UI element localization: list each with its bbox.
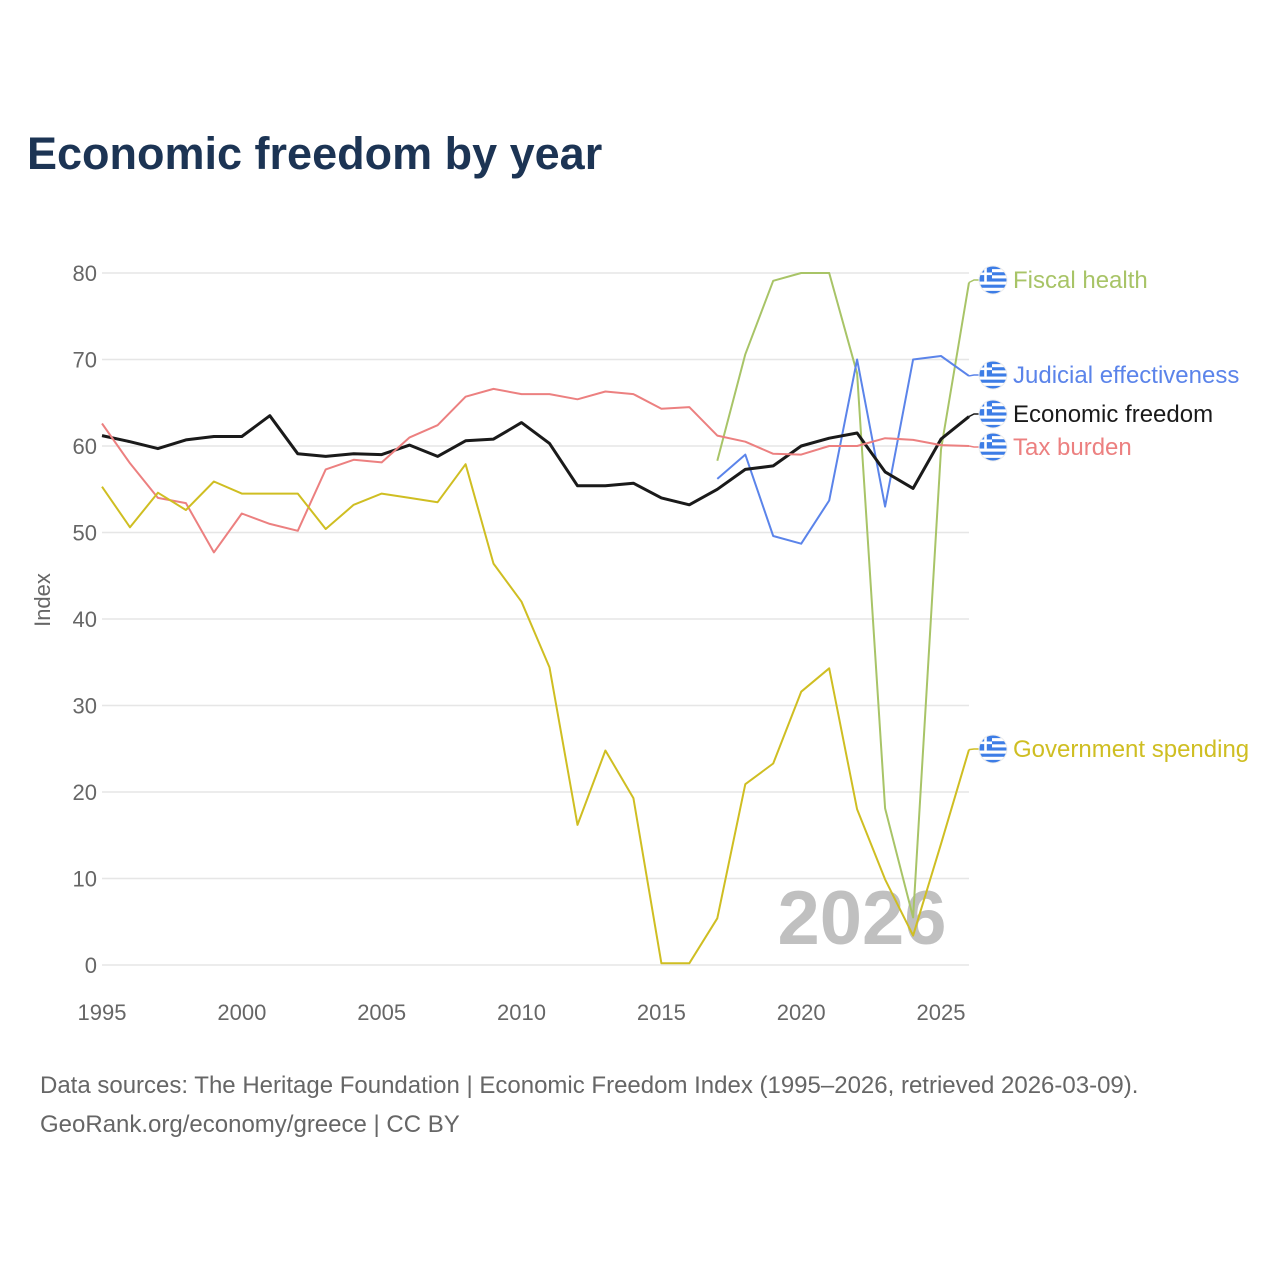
source-note: Data sources: The Heritage Foundation | … [40,1066,1138,1144]
y-tick-label: 50 [73,521,97,546]
y-tick-label: 80 [73,261,97,286]
greece-flag-icon [978,399,1008,429]
series-line-fiscal-health [716,272,970,919]
x-tick-label: 2000 [217,1000,266,1025]
y-tick-label: 60 [73,434,97,459]
series-label: Government spending [1013,736,1249,763]
y-tick-label: 10 [73,867,97,892]
series-line-economic-freedom [101,414,970,507]
series-line-judicial-effectiveness [716,355,970,545]
greece-flag-icon [978,734,1008,764]
year-watermark: 2026 [777,876,946,961]
greece-flag-icon [978,432,1008,462]
x-tick-label: 2010 [497,1000,546,1025]
x-tick-label: 2005 [357,1000,406,1025]
y-axis-label: Index [30,573,55,627]
y-tick-label: 70 [73,348,97,373]
series-label: Tax burden [1013,434,1132,461]
series-label: Judicial effectiveness [1013,362,1239,389]
source-line: Data sources: The Heritage Foundation | … [40,1072,1139,1099]
series-line-tax-burden [101,387,970,554]
x-tick-label: 2025 [917,1000,966,1025]
chart-title: Economic freedom by year [27,128,603,179]
x-tick-label: 2015 [637,1000,686,1025]
x-tick-label: 2020 [777,1000,826,1025]
source-link[interactable]: GeoRank.org/economy/greece | CC BY [40,1111,460,1138]
y-tick-label: 40 [73,607,97,632]
series-label: Economic freedom [1013,401,1213,428]
y-tick-label: 30 [73,694,97,719]
series-line-government-spending [101,463,970,965]
y-tick-label: 0 [85,953,97,978]
x-tick-label: 1995 [78,1000,127,1025]
y-tick-label: 20 [73,780,97,805]
series-label: Fiscal health [1013,267,1148,294]
greece-flag-icon [978,265,1008,295]
greece-flag-icon [978,360,1008,390]
